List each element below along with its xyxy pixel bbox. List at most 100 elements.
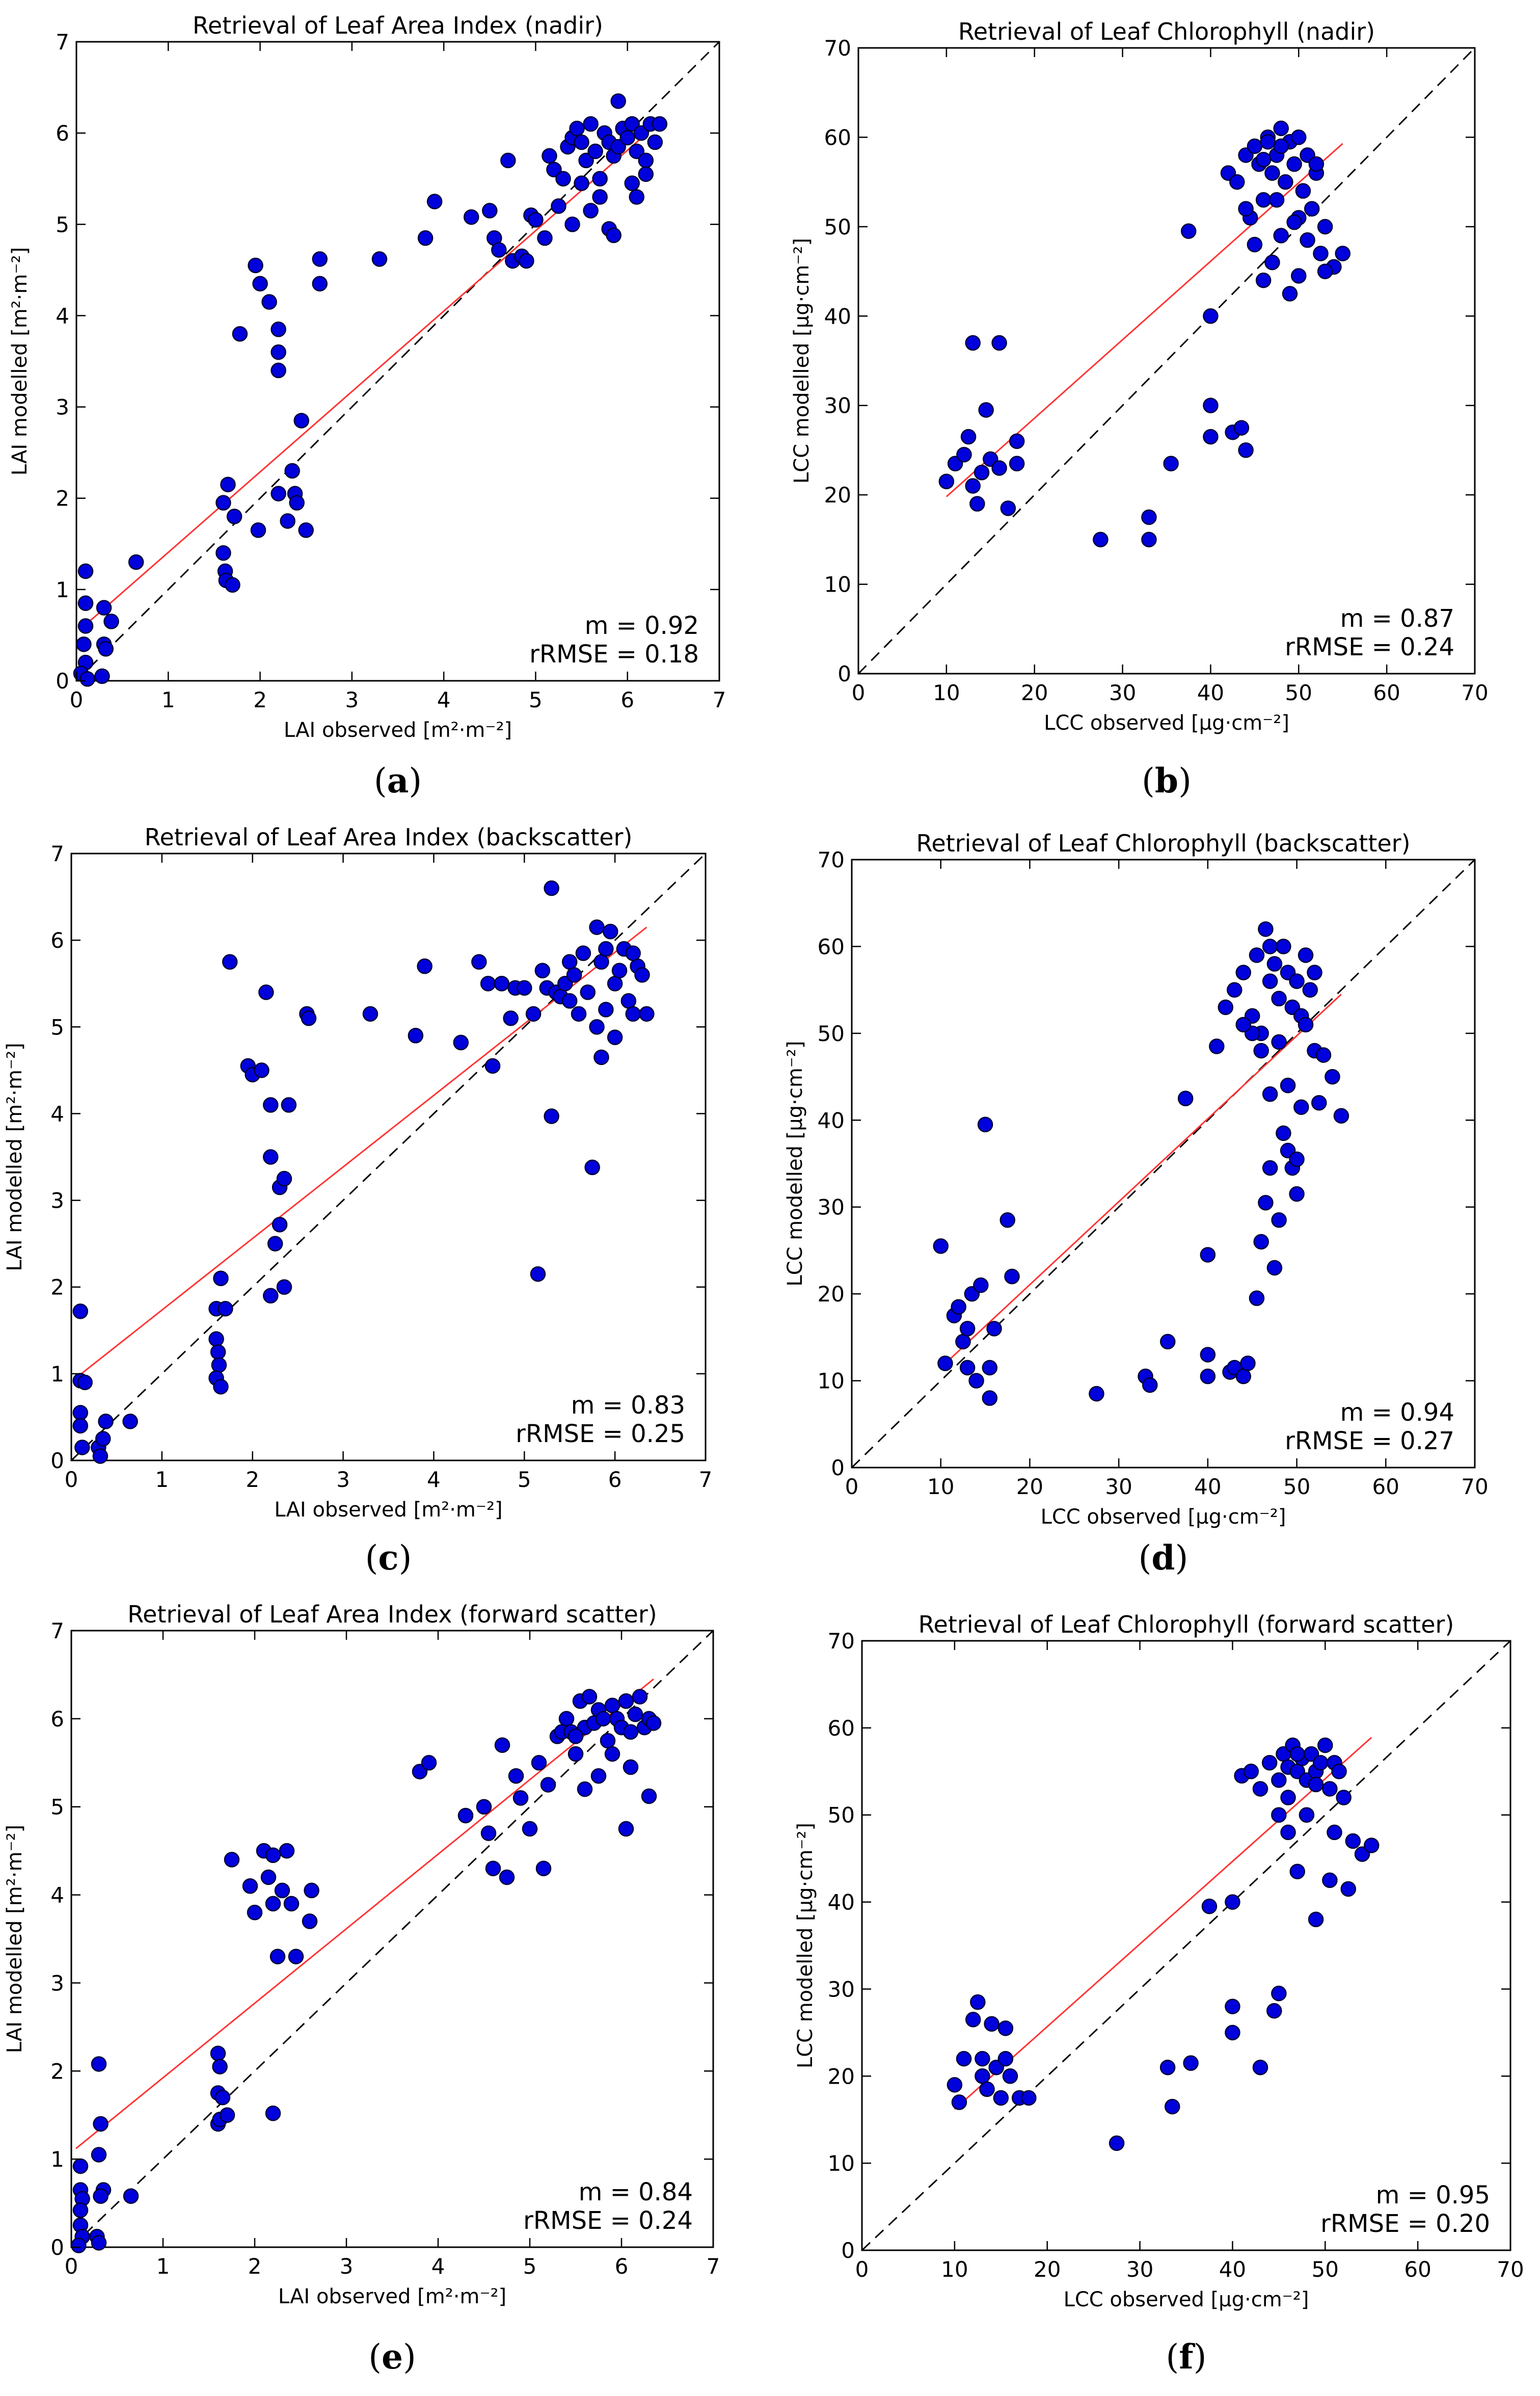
data-point [1109, 2135, 1125, 2151]
data-point [1238, 201, 1254, 217]
data-point [577, 1781, 593, 1797]
data-point [522, 1821, 538, 1837]
data-point [610, 93, 626, 109]
data-point [634, 967, 650, 983]
data-point [1271, 1985, 1287, 2002]
data-point [974, 465, 990, 481]
x-tick-label: 1 [155, 1467, 169, 1492]
y-tick-label: 1 [50, 1362, 64, 1387]
x-tick-label: 0 [65, 1467, 78, 1492]
data-point [72, 1418, 89, 1434]
data-point [965, 335, 981, 351]
data-point [638, 166, 654, 182]
data-point [362, 1006, 379, 1022]
data-point [1271, 1772, 1287, 1788]
data-point [1238, 442, 1254, 458]
stats-annotation: rRMSE = 0.24 [1285, 633, 1454, 661]
data-point [408, 1028, 424, 1044]
data-point [482, 203, 498, 219]
data-point [261, 294, 277, 310]
data-point [624, 116, 640, 132]
y-tick-label: 40 [818, 1108, 845, 1133]
data-point [1225, 1894, 1240, 1910]
data-point [426, 194, 443, 209]
data-point [1229, 174, 1245, 190]
chart-title: Retrieval of Leaf Chlorophyll (nadir) [958, 18, 1375, 45]
data-point [258, 984, 274, 1000]
data-point [1235, 1017, 1251, 1033]
data-point [611, 963, 628, 978]
data-point [1266, 1260, 1283, 1276]
data-point [421, 1755, 437, 1771]
panel-label: (c) [365, 1538, 412, 1578]
data-point [607, 1029, 623, 1045]
data-point [1260, 134, 1276, 150]
data-point [72, 1303, 89, 1319]
data-point [968, 1373, 984, 1389]
data-point [534, 963, 551, 978]
data-point [1255, 192, 1272, 208]
chart-title: Retrieval of Leaf Chlorophyll (forward s… [918, 1611, 1454, 1638]
data-point [1289, 1746, 1305, 1762]
x-tick-label: 6 [620, 687, 634, 712]
chart-panel-f: 0 10 20 30 40 50 60 70 0 10 20 30 40 50 60 70 Retrieval … [794, 1611, 1524, 2377]
data-point [1253, 1043, 1269, 1059]
y-tick-label: 60 [824, 125, 851, 150]
data-point [1009, 433, 1025, 449]
data-point [269, 1949, 286, 1964]
data-point [1201, 1898, 1218, 1914]
data-point [265, 1896, 281, 1912]
data-point [254, 1062, 269, 1078]
data-point [281, 1097, 297, 1113]
data-point [271, 344, 286, 360]
data-point [1004, 1268, 1020, 1285]
data-point [232, 326, 248, 342]
y-tick-label: 0 [837, 661, 851, 686]
data-point [595, 1711, 611, 1727]
data-point [215, 495, 231, 511]
data-point [1262, 1086, 1278, 1102]
y-tick-label: 0 [56, 669, 69, 694]
data-point [222, 954, 238, 970]
data-point [546, 162, 562, 178]
data-point [1262, 939, 1278, 954]
data-point [564, 217, 580, 232]
data-point [959, 1360, 976, 1376]
data-point [91, 2147, 107, 2163]
data-point [1273, 138, 1289, 154]
data-point [77, 1374, 93, 1391]
data-point [965, 2011, 981, 2028]
data-point [93, 2116, 109, 2132]
data-point [1317, 1737, 1333, 1753]
y-tick-label: 50 [824, 215, 851, 239]
x-tick-label: 3 [340, 2254, 354, 2279]
data-point [639, 1006, 655, 1022]
x-axis-label: LCC observed [μg·cm⁻²] [1064, 2288, 1309, 2311]
data-point [583, 116, 599, 132]
data-point [1261, 1754, 1278, 1771]
x-tick-label: 5 [518, 1467, 531, 1492]
data-point [624, 175, 640, 191]
data-point [951, 1299, 966, 1315]
x-tick-label: 2 [253, 687, 267, 712]
data-point [991, 460, 1007, 476]
data-point [604, 1746, 620, 1762]
data-point [1363, 1838, 1380, 1853]
y-axis-label: LCC modelled [μg·cm⁻²] [783, 1041, 807, 1286]
stats-annotation: rRMSE = 0.20 [1320, 2209, 1490, 2238]
data-point [1289, 1151, 1305, 1167]
panel-label: (d) [1139, 1538, 1188, 1578]
data-point [959, 1321, 976, 1337]
data-point [1308, 1911, 1324, 1927]
data-point [566, 967, 582, 983]
data-point [263, 1097, 279, 1113]
x-tick-label: 0 [65, 2254, 78, 2279]
data-point [641, 1788, 657, 1804]
data-point [1333, 1108, 1349, 1124]
data-point [1304, 201, 1320, 217]
data-point [1258, 1194, 1274, 1211]
y-axis-label: LCC modelled [μg·cm⁻²] [790, 238, 814, 484]
data-point [72, 1405, 89, 1421]
stats-annotation: m = 0.95 [1376, 2181, 1490, 2209]
